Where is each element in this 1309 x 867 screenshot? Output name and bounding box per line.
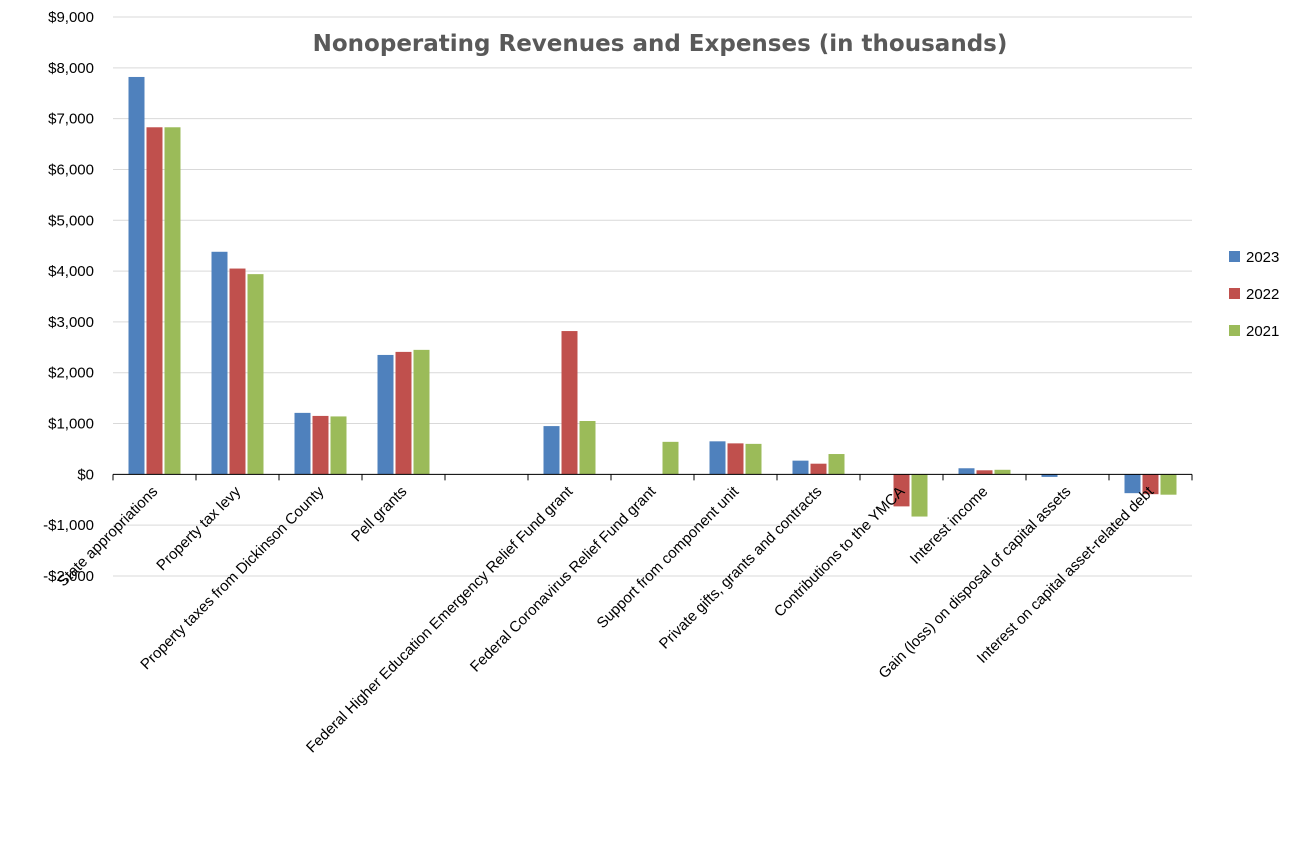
y-tick-label: $3,000	[48, 314, 94, 331]
bar-2023	[543, 426, 560, 475]
legend-swatch	[1229, 288, 1240, 299]
bar-2021	[994, 469, 1011, 475]
legend-label: 2023	[1246, 249, 1279, 266]
bar-2022	[229, 268, 246, 475]
x-axis	[112, 473, 1193, 481]
bar-2023	[377, 354, 394, 475]
y-tick-label: $6,000	[48, 161, 94, 178]
y-tick-label: $0	[77, 466, 94, 483]
bar-2023	[1124, 474, 1141, 494]
legend-swatch	[1229, 251, 1240, 262]
y-tick-label: $2,000	[48, 365, 94, 382]
bar-2021	[330, 416, 347, 475]
bars	[128, 76, 1177, 517]
bar-2021	[1160, 474, 1177, 495]
legend: 2023 2022 2021	[1229, 249, 1279, 340]
bar-2023	[709, 441, 726, 475]
bar-2023	[1041, 474, 1058, 477]
y-tick-label: $1,000	[48, 416, 94, 433]
bar-2022	[146, 127, 163, 475]
bar-2021	[164, 127, 181, 475]
bar-2022	[561, 331, 578, 475]
y-tick-label: $5,000	[48, 212, 94, 229]
bar-2021	[579, 421, 596, 475]
bar-2023	[128, 76, 145, 475]
bar-2023	[211, 251, 228, 475]
bar-2022	[395, 351, 412, 475]
bar-2021	[413, 349, 430, 475]
y-tick-label: $7,000	[48, 111, 94, 128]
bar-2022	[727, 443, 744, 475]
y-tick-label: $4,000	[48, 263, 94, 280]
bar-2021	[247, 274, 264, 475]
chart-title: Nonoperating Revenues and Expenses (in t…	[313, 31, 1008, 57]
bar-2023	[792, 460, 809, 475]
legend-label: 2022	[1246, 286, 1279, 303]
bar-2023	[958, 468, 975, 475]
legend-swatch	[1229, 325, 1240, 336]
y-tick-label: -$2,000	[43, 568, 94, 585]
bar-2022	[312, 415, 329, 475]
bar-2022	[893, 474, 910, 507]
bar-2023	[294, 412, 311, 475]
bar-2022	[1142, 474, 1159, 495]
bar-2021	[662, 441, 679, 475]
bar-2021	[828, 454, 845, 475]
bar-2021	[745, 443, 762, 475]
y-tick-label: -$1,000	[43, 517, 94, 534]
y-tick-label: $8,000	[48, 60, 94, 77]
bar-2022	[810, 463, 827, 475]
y-axis-ticks: $9,000 $8,000 $7,000 $6,000 $5,000 $4,000 $3,0…	[43, 9, 94, 585]
bar-2022	[976, 470, 993, 475]
bar-2021	[911, 474, 928, 517]
y-tick-label: $9,000	[48, 9, 94, 26]
legend-label: 2021	[1246, 323, 1279, 340]
